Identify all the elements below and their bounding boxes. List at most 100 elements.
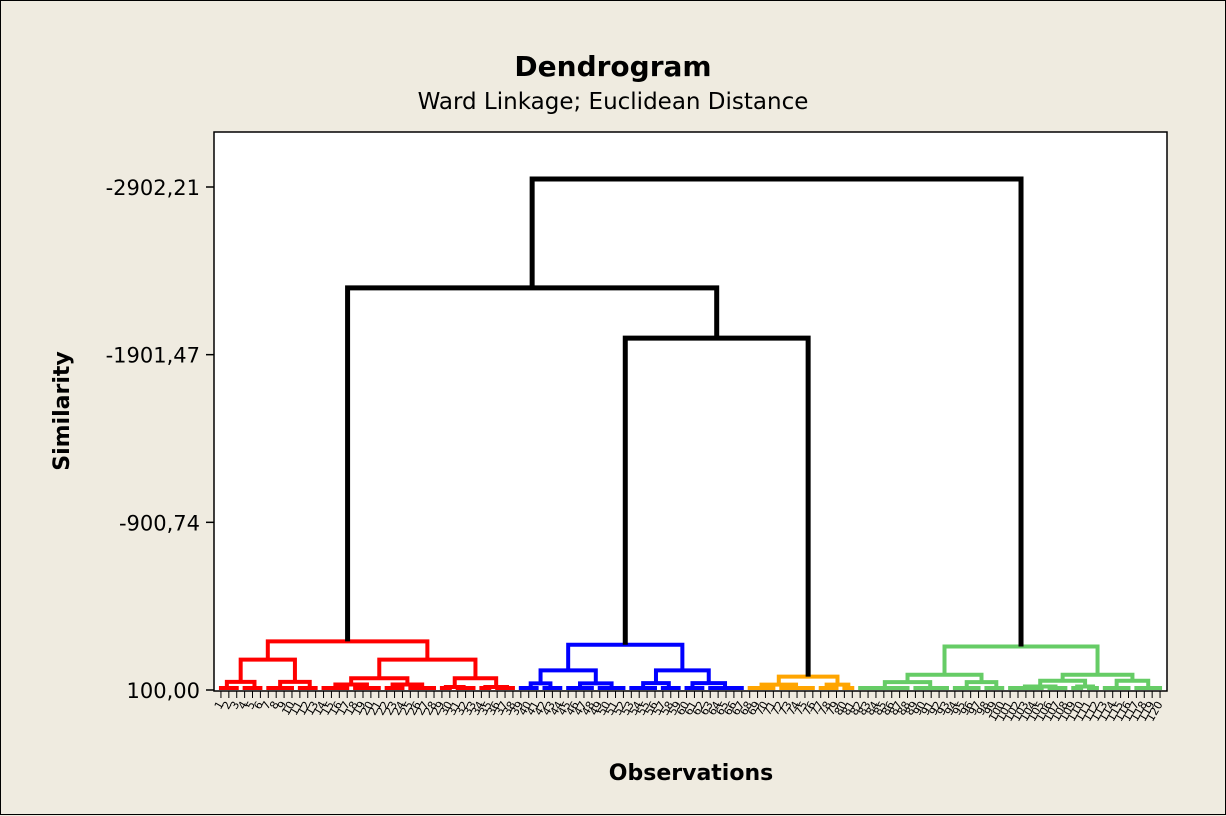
x-tick-label: 29	[429, 699, 447, 718]
x-tick-label: 80	[832, 699, 850, 718]
x-tick-label: 91	[919, 699, 937, 718]
x-tick-label: 39	[508, 699, 526, 718]
x-tick-label: 61	[682, 699, 700, 718]
x-tick-label: 25	[398, 699, 416, 718]
x-tick-label: 36	[484, 699, 502, 718]
cluster-link	[1022, 684, 1058, 689]
x-tick-label: 82	[848, 699, 866, 718]
x-tick-label: 63	[698, 699, 716, 718]
cluster-link	[776, 674, 840, 685]
x-tick-label: 37	[492, 699, 510, 718]
x-tick-label: 86	[879, 699, 897, 718]
y-tick-label: 100,00	[127, 679, 200, 703]
cluster-link	[759, 682, 799, 688]
x-tick-label: 30	[437, 699, 455, 718]
x-tick-label: 81	[840, 699, 858, 718]
x-tick-label: 72	[769, 699, 787, 718]
x-tick-label: 53	[619, 699, 637, 718]
x-tick-label: 50	[595, 699, 613, 718]
x-tick-label: 44	[548, 699, 566, 718]
x-tick-label: 46	[563, 699, 581, 718]
x-tick-label: 14	[311, 699, 329, 718]
cluster-link	[824, 682, 851, 688]
cluster-link	[542, 686, 557, 690]
x-tick-label: 64	[705, 699, 723, 718]
x-tick-label: 83	[855, 699, 873, 718]
x-tick-label: 99	[982, 699, 1000, 718]
x-tick-label: 67	[729, 699, 747, 718]
x-tick-label: 65	[713, 699, 731, 718]
x-tick-label: 87	[887, 699, 905, 718]
x-tick-label: 52	[611, 699, 629, 718]
x-tick-label: 90	[911, 699, 929, 718]
x-tick-label: 10	[279, 699, 297, 718]
x-tick-label: 47	[571, 699, 589, 718]
x-tick-label: 58	[658, 699, 676, 718]
x-tick-label: 59	[666, 699, 684, 718]
cluster-link	[818, 686, 833, 690]
cluster-link	[842, 686, 855, 690]
x-tick-label: 22	[374, 699, 392, 718]
x-tick-label: 66	[721, 699, 739, 718]
y-tick-label: -900,74	[119, 511, 200, 535]
x-tick-label: 32	[453, 699, 471, 718]
x-tick-label: 73	[776, 699, 794, 718]
x-tick-label: 92	[926, 699, 944, 718]
x-tick-label: 94	[942, 699, 960, 718]
y-tick-label: -2902,21	[106, 176, 200, 200]
x-tick-label: 16	[327, 699, 345, 718]
x-tick-label: 31	[445, 699, 463, 718]
x-tick-label: 97	[966, 699, 984, 718]
x-tick-label: 49	[587, 699, 605, 718]
x-tick-label: 51	[603, 699, 621, 718]
cluster-link	[660, 686, 675, 690]
x-tick-label: 21	[366, 699, 384, 718]
x-tick-label: 43	[540, 699, 558, 718]
x-tick-label: 27	[413, 699, 431, 718]
x-tick-label: 57	[650, 699, 668, 718]
x-tick-label: 88	[895, 699, 913, 718]
cluster-link	[1060, 672, 1135, 681]
x-tick-label: 98	[974, 699, 992, 718]
x-tick-label: 11	[287, 699, 305, 718]
cluster-link	[528, 681, 553, 688]
x-tick-label: 75	[792, 699, 810, 718]
cluster-link	[303, 686, 318, 690]
x-axis-label: Observations	[609, 761, 773, 786]
x-tick-label: 15	[319, 699, 337, 718]
x-tick-label: 74	[784, 699, 802, 718]
dendrogram-tree	[218, 176, 1163, 690]
cluster-link	[578, 681, 614, 688]
cluster-link	[905, 672, 984, 683]
x-tick-label: 78	[816, 699, 834, 718]
x-tick-label: 70	[753, 699, 771, 718]
x-tick-label: 35	[477, 699, 495, 718]
cluster-link	[278, 679, 312, 688]
x-tick-label: 55	[634, 699, 652, 718]
x-tick-label: 60	[674, 699, 692, 718]
x-tick-label: 79	[824, 699, 842, 718]
x-tick-label: 95	[950, 699, 968, 718]
x-tick-label: 24	[390, 699, 408, 718]
y-axis: -2902,21 -1901,47 -900,74 100,00	[106, 176, 214, 703]
x-tick-label: 26	[406, 699, 424, 718]
cluster-link	[224, 679, 257, 688]
x-tick-label: 20	[358, 699, 376, 718]
chart-subtitle: Ward Linkage; Euclidean Distance	[418, 89, 809, 115]
cluster-link	[248, 686, 263, 690]
x-tick-label: 23	[382, 699, 400, 718]
x-tick-label: 13	[303, 699, 321, 718]
x-tick-label: 85	[871, 699, 889, 718]
x-tick-label: 54	[627, 699, 645, 718]
plot-area	[213, 131, 1168, 692]
x-tick-label: 89	[903, 699, 921, 718]
main-link	[529, 176, 1024, 647]
cluster-link	[942, 644, 1100, 675]
x-tick-label: 18	[342, 699, 360, 718]
x-tick-label: 77	[808, 699, 826, 718]
x-tick-label: 69	[745, 699, 763, 718]
x-tick-label: 84	[863, 699, 881, 718]
chart-title: Dendrogram	[514, 50, 711, 83]
